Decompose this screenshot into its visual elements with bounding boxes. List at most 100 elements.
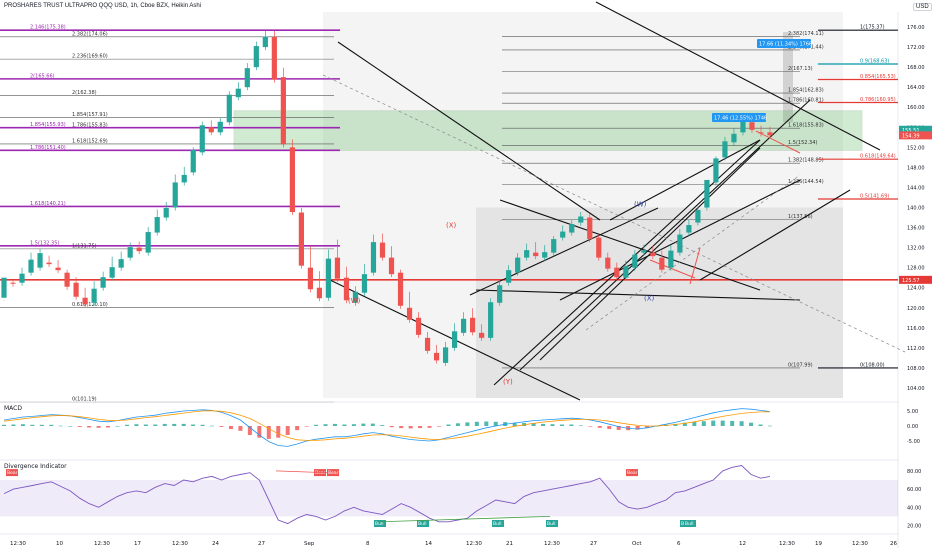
time-axis-tick: 21	[506, 541, 513, 547]
price-axis-tick: 120.00	[907, 306, 925, 312]
candle-body	[145, 232, 151, 253]
macd-histogram-bar	[257, 426, 262, 438]
bull-tag-box	[417, 520, 429, 527]
candle-body	[713, 158, 719, 183]
wave-label: (W)	[348, 297, 361, 305]
time-axis-tick: 14	[425, 541, 432, 547]
macd-histogram-bar	[711, 420, 716, 426]
fib-level-label: 2(165.66)	[30, 73, 55, 79]
candle-body	[46, 262, 52, 265]
bear-tag-box	[6, 469, 18, 477]
bull-tag-text: Bull	[418, 521, 426, 527]
candle-body	[749, 122, 755, 130]
macd-histogram-bar	[219, 426, 224, 427]
fib-level-label: 1.786(155.83)	[72, 123, 108, 129]
macd-histogram-bar	[512, 422, 517, 426]
macd-histogram-bar	[758, 424, 763, 426]
macd-histogram-bar	[541, 423, 546, 426]
candle-body	[551, 239, 557, 253]
fib-level-label: 0.5(141.69)	[860, 194, 889, 200]
macd-histogram-bar	[314, 424, 319, 426]
divergence-axis-tick: 60.00	[907, 487, 921, 493]
macd-histogram-bar	[597, 426, 602, 428]
candle-body	[379, 242, 386, 258]
trend-line	[519, 99, 811, 371]
trend-lines	[322, 1, 906, 401]
price-axis-tick: 124.00	[907, 286, 925, 292]
candle-body	[253, 46, 259, 68]
price-axis-tick: 144.00	[907, 185, 925, 191]
time-axis-tick: Oct	[632, 541, 642, 547]
bear-tag-text: Bear	[328, 470, 339, 476]
time-axis-tick: 12:30	[544, 541, 560, 547]
macd-histogram-bar	[332, 423, 337, 426]
macd-histogram-bar	[380, 425, 385, 426]
time-axis-tick: 10	[56, 541, 63, 547]
candle-body	[55, 267, 61, 271]
price-axis-tick: 136.00	[907, 226, 925, 232]
macd-histogram-bar	[115, 426, 120, 427]
candle-body	[479, 332, 485, 338]
price-axis-tick: 164.00	[907, 85, 925, 91]
macd-histogram-bar	[200, 424, 205, 426]
macd-histogram-bar	[682, 422, 687, 426]
price-label-box	[899, 131, 932, 140]
candle-body	[271, 37, 277, 80]
macd-histogram-bar	[749, 422, 754, 426]
measure-label-text: 17.46 (12.55%) 1746	[714, 116, 767, 122]
macd-histogram-bar	[39, 424, 44, 426]
macd-histogram-bar	[228, 426, 233, 429]
macd-histogram-bar	[408, 426, 413, 429]
bull-tag-text: Bull	[375, 521, 383, 527]
candle-body	[235, 88, 241, 98]
time-axis-tick: Sep	[304, 541, 315, 547]
price-axis-tick: 132.00	[907, 246, 925, 252]
candle-body	[722, 141, 728, 158]
macd-histogram-bar	[455, 423, 460, 426]
candle-body	[515, 257, 521, 273]
candle-body	[596, 237, 602, 258]
price-axis-tick: 172.00	[907, 45, 925, 51]
candle-body	[731, 133, 737, 143]
bull-tag-box	[546, 520, 558, 527]
candle-body	[470, 317, 476, 333]
candle-body	[659, 257, 665, 270]
price-axis-tick: 140.00	[907, 206, 925, 212]
price-axis-tick: 128.00	[907, 266, 925, 272]
bull-tag-box	[492, 520, 504, 527]
fib-level-label: 1.236(144.54)	[788, 179, 824, 185]
fib-level-label: 1.618(152.69)	[72, 138, 108, 144]
macd-histogram-bar	[692, 421, 697, 426]
candle-body	[82, 297, 88, 305]
candle-body	[73, 282, 79, 297]
fib-level-label: 2.382(174.11)	[788, 31, 824, 37]
candle-body	[704, 179, 710, 208]
candle-body	[578, 216, 584, 223]
candle-body	[127, 247, 133, 258]
candle-body	[370, 242, 377, 273]
price-axis-tick: 168.00	[907, 65, 925, 71]
divergence-axis-tick: 20.00	[907, 523, 921, 529]
candle-body	[740, 121, 746, 133]
candle-body	[208, 127, 214, 133]
macd-histogram-bar	[484, 421, 489, 426]
fib-level-label: 1.854(155.93)	[30, 122, 66, 128]
bear-tag-text: Bear	[7, 470, 18, 476]
candle-body	[307, 267, 313, 290]
measure-label-text: 17.66 (11.34%) 1766	[759, 42, 812, 48]
macd-histogram-bar	[578, 425, 583, 426]
currency-label[interactable]: USD	[913, 3, 932, 11]
candle-body	[289, 147, 295, 213]
macd-histogram-bar	[645, 426, 650, 428]
candle-body	[451, 331, 458, 348]
macd-histogram-bar	[247, 426, 252, 435]
fib-level-label: 0.9(168.63)	[860, 58, 889, 64]
price-axis-tick: 112.00	[907, 346, 925, 352]
macd-histogram-bar	[153, 424, 158, 426]
time-axis-tick: 24	[212, 541, 219, 547]
candle-body	[668, 250, 674, 268]
trend-line	[699, 189, 851, 281]
macd-histogram-bar	[550, 424, 555, 426]
time-axis-tick: 17	[134, 541, 141, 547]
